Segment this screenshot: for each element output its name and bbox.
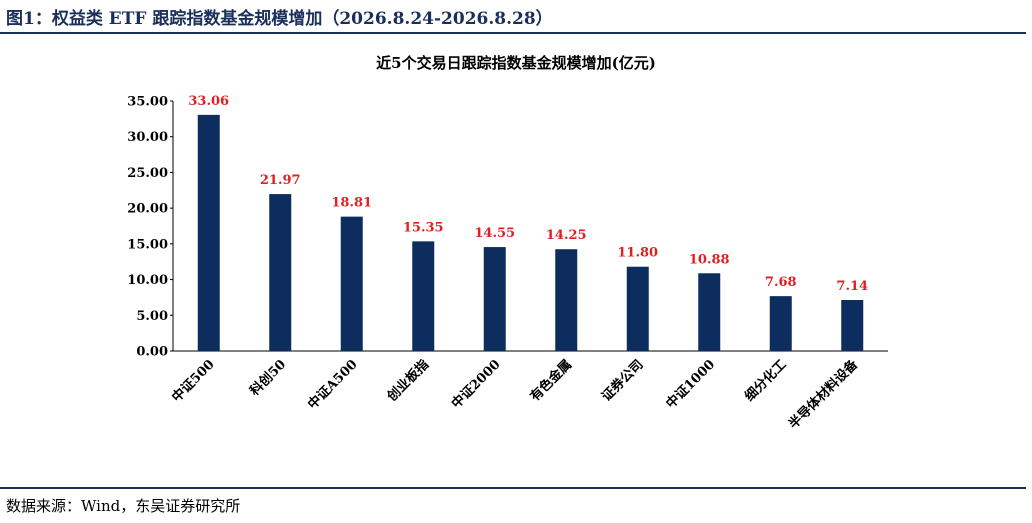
bar: [626, 266, 649, 351]
bar: [269, 194, 292, 351]
bar: [841, 300, 864, 351]
x-tick-label: 半导体材料设备: [785, 356, 861, 432]
y-tick-label: 15.00: [127, 237, 168, 252]
data-label: 10.88: [689, 252, 730, 267]
x-tick-label: 创业板指: [383, 357, 432, 406]
data-labels: 33.06 21.97 18.81 15.35 14.55 14.25 11.80 10.88…: [188, 94, 868, 294]
bar: [340, 216, 363, 351]
figure-title: 图1：权益类 ETF 跟踪指数基金规模增加（2026.8.24-2026.8.2…: [6, 9, 553, 29]
chart-title: 近5个交易日跟踪指数基金规模增加(亿元): [376, 54, 656, 72]
y-tick-labels: 0.00 5.00 10.00 15.00 20.00 25.00 30.00 35.00: [127, 95, 173, 360]
data-label: 14.55: [474, 226, 515, 241]
x-tick-label: 中证1000: [663, 357, 718, 412]
top-rule: [0, 32, 1026, 34]
x-tick-label: 证券公司: [598, 357, 646, 405]
source-note: 数据来源：Wind，东吴证券研究所: [6, 497, 241, 515]
data-label: 11.80: [617, 246, 658, 261]
x-tick-label: 中证500: [169, 357, 218, 406]
bar: [698, 273, 721, 351]
y-tick-label: 20.00: [127, 202, 168, 217]
y-tick-label: 10.00: [127, 273, 168, 288]
x-tick-label: 中证2000: [448, 357, 503, 412]
bar: [197, 114, 220, 351]
data-label: 33.06: [188, 94, 229, 109]
x-tick-label: 中证A500: [305, 357, 361, 413]
x-tick-label: 有色金属: [527, 357, 575, 405]
x-tick-label: 科创50: [247, 357, 289, 399]
data-label: 18.81: [331, 196, 372, 211]
bars: [197, 114, 864, 351]
x-tick-label: 细分化工: [741, 357, 789, 405]
y-tick-label: 30.00: [127, 130, 168, 145]
y-tick-label: 35.00: [127, 95, 168, 110]
bottom-rule: [0, 487, 1026, 489]
data-label: 21.97: [260, 173, 301, 188]
y-tick-label: 5.00: [136, 309, 168, 324]
y-tick-label: 25.00: [127, 166, 168, 181]
data-label: 7.14: [836, 279, 868, 294]
bar: [412, 241, 435, 351]
data-label: 7.68: [765, 275, 797, 290]
bar: [483, 247, 506, 351]
bar: [769, 296, 792, 351]
bar: [555, 249, 578, 351]
data-label: 15.35: [403, 220, 444, 235]
bar-chart: 近5个交易日跟踪指数基金规模增加(亿元) 0.00 5.00 10.00 15.00 2…: [127, 54, 888, 432]
data-label: 14.25: [546, 228, 587, 243]
y-tick-label: 0.00: [136, 345, 168, 360]
x-tick-labels: 中证500 科创50 中证A500 创业板指 中证2000 有色金属 证券公司 中证1000 细…: [169, 356, 862, 432]
